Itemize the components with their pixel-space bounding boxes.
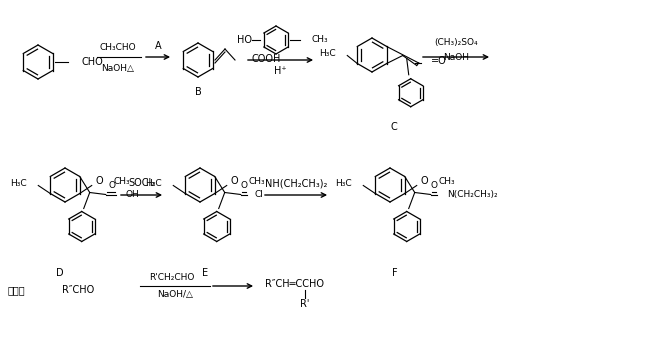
Text: R': R': [300, 299, 310, 309]
Text: CH₃: CH₃: [312, 35, 328, 45]
Text: R'CH₂CHO: R'CH₂CHO: [149, 273, 195, 283]
Text: NaOH/△: NaOH/△: [157, 290, 193, 300]
Text: O: O: [96, 176, 104, 187]
Text: CH₃CHO: CH₃CHO: [100, 44, 136, 52]
Text: B: B: [195, 87, 201, 97]
Text: 已知：: 已知：: [8, 285, 25, 295]
Text: NaOH△: NaOH△: [101, 64, 134, 72]
Text: N(CH₂CH₃)₂: N(CH₂CH₃)₂: [447, 190, 497, 199]
Text: O: O: [108, 181, 116, 190]
Text: A: A: [154, 41, 162, 51]
Text: H₃C: H₃C: [319, 49, 336, 58]
Text: H₃C: H₃C: [335, 179, 351, 188]
Text: F: F: [392, 268, 398, 278]
Text: O: O: [240, 181, 247, 190]
Text: O: O: [231, 176, 239, 187]
Text: HO: HO: [237, 35, 252, 45]
Text: R″CH═CCHO: R″CH═CCHO: [265, 279, 324, 289]
Text: Cl: Cl: [254, 190, 263, 199]
Text: NH(CH₂CH₃)₂: NH(CH₂CH₃)₂: [265, 178, 327, 188]
Text: R″CHO: R″CHO: [62, 285, 94, 295]
Text: H₃C: H₃C: [10, 179, 26, 188]
Text: =O: =O: [431, 55, 447, 66]
Text: OH: OH: [126, 190, 140, 199]
Text: CHO: CHO: [82, 57, 104, 67]
Text: CH₃: CH₃: [439, 177, 456, 186]
Text: H⁺: H⁺: [274, 66, 286, 76]
Text: COOH: COOH: [251, 54, 280, 64]
Text: E: E: [202, 268, 208, 278]
Text: D: D: [56, 268, 64, 278]
Text: (CH₃)₂SO₄: (CH₃)₂SO₄: [434, 38, 478, 48]
Text: NaOH: NaOH: [443, 52, 469, 62]
Text: O: O: [430, 181, 437, 190]
Text: CH₃: CH₃: [249, 177, 265, 186]
Text: C: C: [391, 122, 397, 132]
Text: H₃C: H₃C: [145, 179, 162, 188]
Text: O: O: [421, 176, 428, 187]
Text: CH₃: CH₃: [114, 177, 130, 186]
Text: SOCl₂: SOCl₂: [129, 178, 156, 188]
